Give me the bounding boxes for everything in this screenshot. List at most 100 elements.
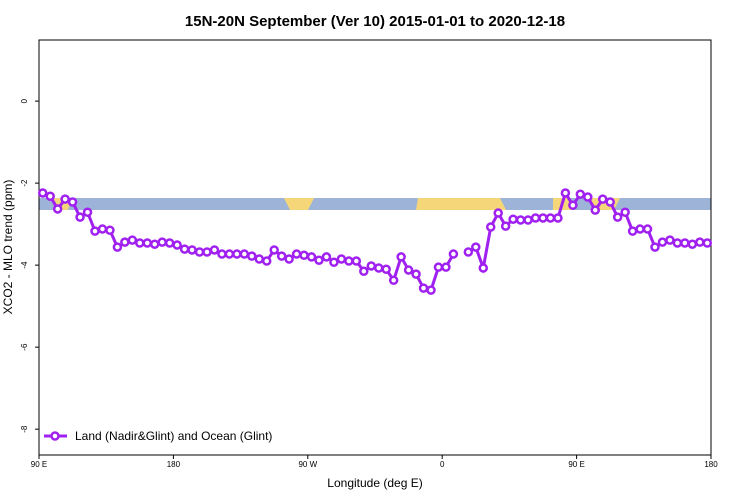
point [60, 194, 70, 204]
y-tick-label: -6 [20, 343, 29, 351]
y-axis-label: XCO2 - MLO trend (ppm) [1, 180, 15, 315]
point [329, 257, 339, 268]
point [142, 238, 153, 248]
point [336, 254, 347, 264]
point [388, 275, 399, 286]
point [187, 245, 197, 255]
x-axis-label: Longitude (deg E) [327, 476, 422, 490]
point [67, 197, 78, 207]
point [605, 197, 615, 207]
legend-marker [50, 431, 60, 441]
point [530, 213, 541, 223]
point [105, 225, 115, 236]
point [291, 249, 302, 259]
point [471, 242, 481, 252]
point [261, 256, 272, 266]
plot-frame [38, 39, 712, 456]
point [314, 255, 324, 265]
point [500, 221, 511, 231]
point [217, 249, 227, 259]
point [403, 265, 414, 275]
point [396, 252, 406, 262]
point [75, 212, 85, 222]
y-tick-label: -4 [20, 261, 29, 269]
point [239, 249, 250, 259]
point [157, 237, 167, 247]
point [351, 256, 362, 266]
x-tick-label: 0 [440, 460, 445, 469]
point [441, 262, 451, 272]
point [45, 191, 55, 201]
point [90, 226, 100, 236]
point [209, 245, 220, 255]
y-tick-label: -2 [20, 179, 29, 187]
point [254, 254, 265, 264]
point [426, 285, 436, 295]
point [583, 192, 593, 202]
point [284, 254, 294, 264]
point [680, 238, 690, 248]
point [545, 213, 556, 223]
point [164, 238, 175, 248]
point [202, 247, 212, 257]
point [575, 189, 586, 199]
point [82, 207, 93, 217]
point [702, 238, 713, 248]
point [560, 188, 571, 198]
point [359, 266, 369, 277]
point [597, 194, 608, 204]
point [135, 238, 145, 248]
point [37, 188, 48, 198]
point [642, 224, 653, 234]
point [344, 256, 354, 266]
point [112, 242, 123, 252]
point [321, 252, 332, 262]
point [172, 240, 182, 250]
point [523, 215, 533, 225]
point [553, 213, 563, 223]
point [657, 237, 668, 247]
point [463, 247, 474, 257]
point [120, 237, 130, 247]
point [373, 263, 384, 273]
point [672, 238, 683, 248]
point [433, 262, 444, 272]
point [127, 235, 138, 245]
point [411, 269, 421, 279]
point [620, 207, 630, 217]
point [590, 205, 601, 215]
point [224, 249, 235, 259]
point [627, 226, 638, 236]
point [665, 235, 675, 245]
map-strip [39, 198, 711, 210]
y-tick-label: 0 [20, 98, 29, 103]
point [366, 261, 377, 271]
x-tick-label: 180 [167, 460, 181, 469]
point [515, 215, 526, 225]
point [149, 239, 160, 249]
point [381, 264, 391, 274]
point [635, 224, 645, 234]
point [299, 250, 309, 261]
point [695, 237, 705, 247]
y-tick-label: -8 [20, 425, 29, 433]
point [247, 251, 257, 261]
point [485, 222, 496, 232]
legend-label: Land (Nadir&Glint) and Ocean (Glint) [75, 429, 272, 443]
point [538, 213, 548, 223]
x-tick-label: 90 W [298, 460, 317, 469]
point [650, 242, 660, 252]
point [568, 200, 578, 211]
point [269, 245, 279, 255]
point [97, 224, 108, 234]
point [687, 239, 698, 249]
point [232, 249, 242, 259]
chart-title: 15N-20N September (Ver 10) 2015-01-01 to… [185, 13, 565, 30]
point [194, 247, 205, 257]
point [306, 252, 317, 262]
x-tick-label: 90 E [568, 460, 584, 469]
point [52, 204, 63, 214]
x-tick-label: 180 [704, 460, 718, 469]
x-tick-label: 90 E [31, 460, 47, 469]
